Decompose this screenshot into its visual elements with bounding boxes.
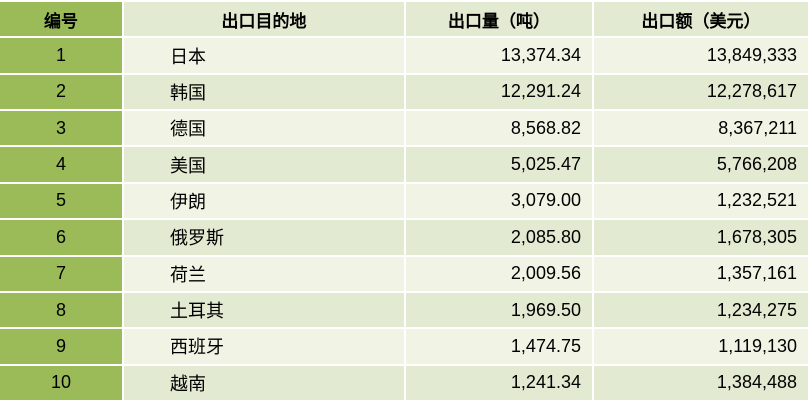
value-cell: 12,278,617 bbox=[594, 74, 808, 110]
header-cell-destination: 出口目的地 bbox=[124, 2, 404, 37]
volume-cell: 13,374.34 bbox=[406, 38, 592, 73]
destination-cell: 美国 bbox=[124, 147, 404, 182]
row-number-cell: 2 bbox=[0, 74, 122, 110]
destination-cell: 伊朗 bbox=[124, 183, 404, 219]
volume-cell: 5,025.47 bbox=[406, 147, 592, 182]
volume-cell: 2,009.56 bbox=[406, 256, 592, 291]
destination-cell: 土耳其 bbox=[124, 292, 404, 328]
volume-cell: 3,079.00 bbox=[406, 183, 592, 219]
row-number-cell: 8 bbox=[0, 292, 122, 328]
volume-cell: 1,241.34 bbox=[406, 365, 592, 400]
value-cell: 1,678,305 bbox=[594, 220, 808, 255]
value-cell: 1,119,130 bbox=[594, 329, 808, 364]
volume-cell: 8,568.82 bbox=[406, 111, 592, 146]
destination-cell: 荷兰 bbox=[124, 256, 404, 291]
destination-cell: 俄罗斯 bbox=[124, 220, 404, 255]
value-cell: 8,367,211 bbox=[594, 111, 808, 146]
row-number-cell: 3 bbox=[0, 111, 122, 146]
row-number-cell: 7 bbox=[0, 256, 122, 291]
row-number-cell: 4 bbox=[0, 147, 122, 182]
value-cell: 13,849,333 bbox=[594, 38, 808, 73]
header-cell-number: 编号 bbox=[0, 2, 122, 37]
destination-cell: 日本 bbox=[124, 38, 404, 73]
row-number-cell: 10 bbox=[0, 365, 122, 400]
value-cell: 5,766,208 bbox=[594, 147, 808, 182]
value-cell: 1,234,275 bbox=[594, 292, 808, 328]
destination-cell: 越南 bbox=[124, 365, 404, 400]
destination-cell: 德国 bbox=[124, 111, 404, 146]
volume-cell: 2,085.80 bbox=[406, 220, 592, 255]
volume-cell: 12,291.24 bbox=[406, 74, 592, 110]
header-cell-volume: 出口量（吨） bbox=[406, 2, 592, 37]
row-number-cell: 1 bbox=[0, 38, 122, 73]
destination-cell: 西班牙 bbox=[124, 329, 404, 364]
row-number-cell: 9 bbox=[0, 329, 122, 364]
row-number-cell: 6 bbox=[0, 220, 122, 255]
volume-cell: 1,969.50 bbox=[406, 292, 592, 328]
value-cell: 1,232,521 bbox=[594, 183, 808, 219]
value-cell: 1,384,488 bbox=[594, 365, 808, 400]
value-cell: 1,357,161 bbox=[594, 256, 808, 291]
destination-cell: 韩国 bbox=[124, 74, 404, 110]
row-number-cell: 5 bbox=[0, 183, 122, 219]
header-cell-value: 出口额（美元） bbox=[594, 2, 808, 37]
volume-cell: 1,474.75 bbox=[406, 329, 592, 364]
